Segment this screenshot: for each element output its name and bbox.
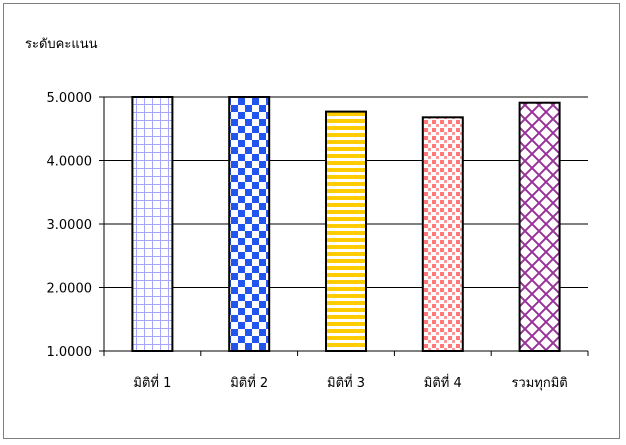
chart-frame	[3, 3, 620, 439]
bar	[228, 96, 271, 352]
y-tick-label: 1.0000	[47, 345, 93, 360]
bar	[421, 116, 464, 352]
y-tick-label: 4.0000	[47, 155, 93, 170]
y-tick-label: 5.0000	[47, 91, 93, 106]
x-tick-label: มิติที่ 4	[424, 374, 462, 391]
bar	[518, 101, 561, 352]
bar	[325, 110, 367, 353]
tick-labels: 1.0000 2.0000 3.0000 4.0000 5.0000 มิติที่ 1 ม…	[47, 91, 568, 391]
x-tick-label: รวมทุกมิติ	[511, 376, 567, 391]
axes	[99, 96, 589, 356]
x-tick-label: มิติที่ 2	[230, 374, 268, 391]
bar	[131, 96, 174, 352]
y-tick-label: 3.0000	[47, 218, 93, 233]
y-axis-title: ระดับคะแนน	[25, 37, 98, 52]
y-tick-label: 2.0000	[47, 282, 93, 297]
x-tick-label: มิติที่ 3	[327, 374, 365, 391]
x-tick-label: มิติที่ 1	[133, 374, 171, 391]
